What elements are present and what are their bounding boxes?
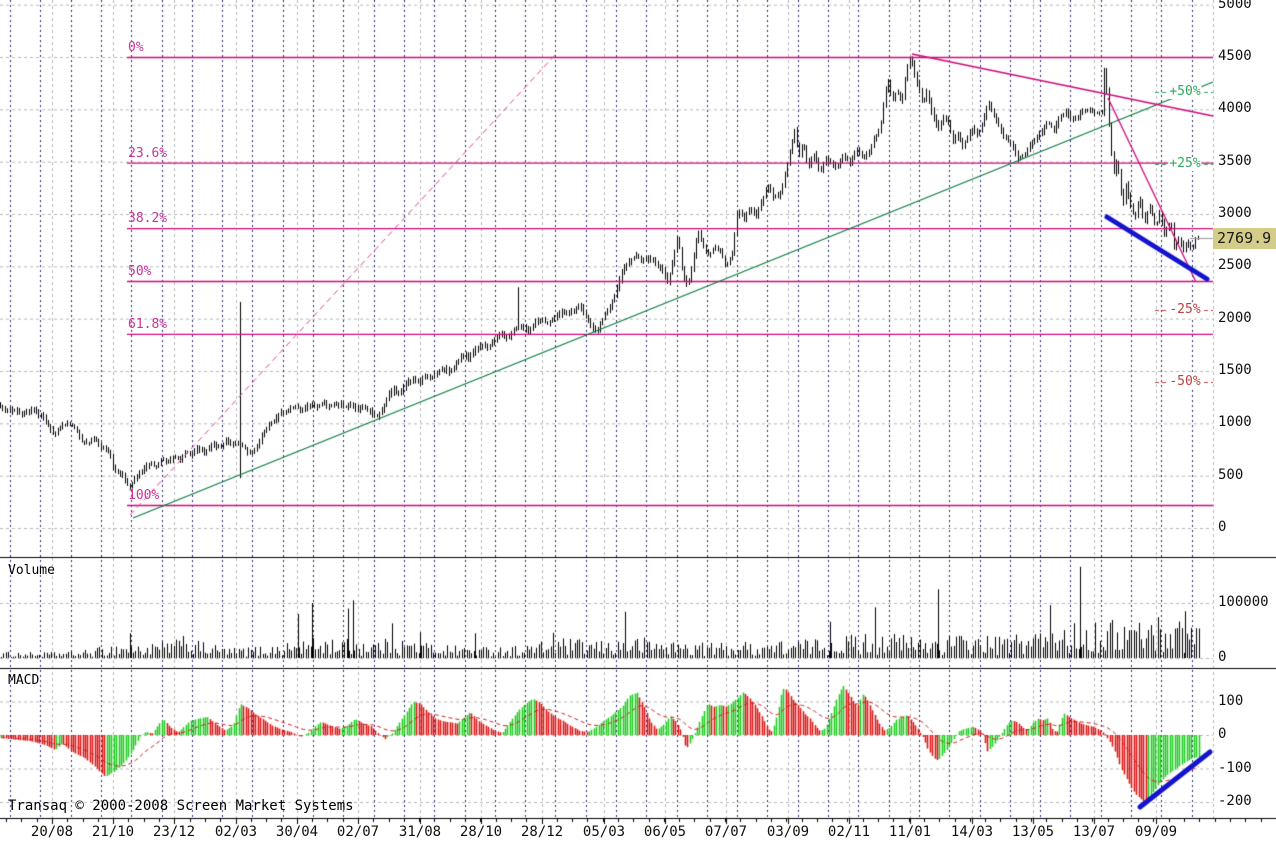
- date-axis-label: 28/12: [520, 824, 564, 840]
- date-axis-label: 13/07: [1072, 824, 1116, 840]
- date-axis-label: 13/05: [1011, 824, 1055, 840]
- price-axis-tick-label: 4000: [1218, 100, 1252, 117]
- fib-level-label: 100%: [128, 488, 160, 503]
- percent-scale-label: +50%: [1168, 84, 1202, 99]
- price-axis-tick-label: 5000: [1218, 0, 1252, 12]
- percent-scale-label: +25%: [1168, 156, 1202, 171]
- date-axis-label: 02/03: [214, 824, 258, 840]
- price-axis-tick-label: 2500: [1218, 257, 1252, 274]
- price-axis-tick-label: 3500: [1218, 152, 1252, 169]
- fib-level-label: 50%: [128, 264, 152, 279]
- date-axis-label: 21/10: [91, 824, 135, 840]
- price-axis-tick-label: 1500: [1218, 362, 1252, 378]
- date-axis-label: 23/12: [152, 824, 196, 840]
- volume-panel-title: Volume: [8, 563, 55, 578]
- percent-scale-label: -50%: [1168, 374, 1202, 389]
- date-axis-label: 14/03: [950, 824, 994, 840]
- date-axis-label: 07/07: [704, 824, 748, 840]
- price-axis-tick-label: 4500: [1218, 48, 1252, 64]
- date-axis-label: 28/10: [459, 824, 503, 840]
- date-axis-label: 02/07: [336, 824, 380, 840]
- price-axis-tick-label: 500: [1218, 466, 1244, 483]
- price-axis-tick-label: 3000: [1218, 205, 1252, 221]
- date-axis-label: 02/11: [827, 824, 871, 840]
- fib-level-label: 23.6%: [128, 145, 168, 161]
- date-axis-label: 31/08: [398, 824, 442, 840]
- macd-axis-tick-label: -200: [1218, 793, 1252, 809]
- percent-scale-label: -25%: [1168, 302, 1202, 317]
- date-axis-label: 05/03: [582, 824, 626, 840]
- price-axis-tick-label: 2000: [1218, 309, 1252, 326]
- date-axis-label: 20/08: [30, 824, 74, 840]
- fib-level-label: 61.8%: [128, 316, 168, 332]
- date-axis-label: 11/01: [888, 824, 932, 840]
- fib-level-label: 0%: [128, 40, 144, 55]
- macd-axis-tick-label: -100: [1218, 759, 1252, 776]
- fib-level-label: 38.2%: [128, 211, 168, 227]
- macd-panel-title: MACD: [8, 673, 40, 688]
- macd-axis-tick-label: 0: [1218, 726, 1227, 742]
- date-axis-label: 06/05: [643, 824, 687, 840]
- date-axis-label: 03/09: [766, 824, 810, 840]
- volume-axis-tick-label: 0: [1218, 649, 1227, 665]
- date-axis-label: 09/09: [1134, 824, 1178, 840]
- copyright-text: Transaq © 2000-2008 Screen Market System…: [8, 798, 354, 814]
- date-axis-label: 30/04: [275, 824, 319, 840]
- price-axis-tick-label: 0: [1218, 519, 1227, 535]
- price-axis-tick-label: 1000: [1218, 414, 1252, 431]
- macd-axis-tick-label: 100: [1218, 692, 1244, 709]
- volume-axis-tick-label: 100000: [1218, 594, 1269, 610]
- last-price-tag: 2769.9: [1213, 228, 1276, 249]
